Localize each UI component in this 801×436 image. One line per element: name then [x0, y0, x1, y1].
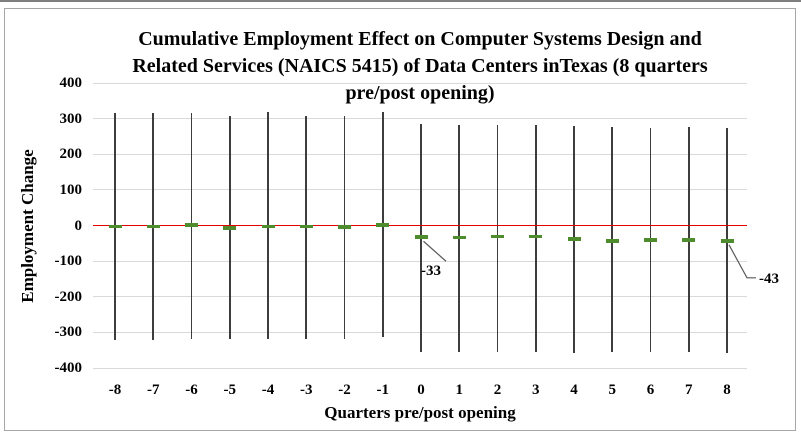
- chart-title-line-1: Cumulative Employment Effect on Computer…: [138, 28, 702, 50]
- y-tick-label: -300: [54, 324, 83, 341]
- zero-reference-line: [93, 224, 747, 227]
- data-point-marker: [605, 239, 619, 243]
- y-tick-label: 0: [74, 217, 83, 234]
- data-point-marker: [452, 235, 466, 240]
- x-tick-label: -3: [300, 382, 313, 398]
- gridline: [93, 189, 747, 191]
- top-edge-line: [0, 0, 801, 2]
- y-tick-label: -400: [54, 360, 83, 376]
- chart-title-line-3: pre/post opening): [345, 81, 495, 104]
- x-axis-title: Quarters pre/post opening: [324, 403, 516, 422]
- y-tick-label: 300: [59, 110, 83, 127]
- y-axis-title: Employment Change: [18, 149, 37, 303]
- gridline: [93, 331, 747, 333]
- data-point-marker: [682, 238, 696, 242]
- chart-frame: [4, 8, 796, 431]
- data-point-marker: [376, 223, 390, 227]
- x-tick-label: 8: [723, 382, 731, 398]
- x-tick-label: 3: [532, 382, 540, 398]
- y-tick-label: 100: [59, 181, 83, 198]
- data-point-marker: [146, 224, 160, 229]
- data-point-marker: [491, 234, 504, 239]
- data-point-marker: [720, 239, 734, 243]
- data-point-marker: [261, 224, 275, 229]
- y-tick-label: 200: [59, 146, 83, 163]
- x-tick-label: -8: [108, 382, 122, 398]
- annotation-label: -33: [421, 263, 441, 280]
- x-tick-label: 0: [417, 382, 425, 398]
- x-tick-label: 2: [493, 382, 502, 398]
- gridline: [93, 367, 747, 369]
- data-point-marker: [414, 235, 428, 240]
- gridline: [93, 296, 747, 298]
- data-point-marker: [644, 238, 657, 242]
- x-tick-label: -5: [223, 382, 237, 398]
- data-point-marker: [223, 226, 237, 230]
- data-point-marker: [108, 224, 122, 229]
- y-tick-label: 400: [59, 75, 83, 91]
- x-tick-label: 7: [685, 382, 693, 398]
- annotation-label: -43: [759, 270, 779, 287]
- x-tick-label: -7: [147, 382, 160, 398]
- gridline: [93, 260, 747, 262]
- chart-title-line-2: Related Services (NAICS 5415) of Data Ce…: [132, 54, 708, 77]
- x-tick-label: 4: [570, 382, 578, 398]
- data-point-marker: [529, 234, 543, 239]
- x-tick-label: 5: [608, 382, 617, 398]
- gridline: [93, 82, 747, 84]
- gridline: [93, 118, 747, 120]
- x-tick-label: 1: [455, 382, 464, 398]
- data-point-marker: [299, 224, 313, 229]
- gridline: [93, 153, 747, 155]
- x-tick-label: -1: [376, 382, 390, 398]
- y-tick-label: -100: [54, 253, 83, 270]
- x-tick-label: -4: [261, 382, 275, 398]
- chart-title: Cumulative Employment Effect on Computer…: [95, 26, 745, 106]
- x-tick-label: 6: [646, 382, 655, 398]
- x-tick-label: -2: [338, 382, 351, 398]
- data-point-marker: [567, 237, 581, 241]
- x-tick-label: -6: [185, 382, 198, 398]
- data-point-marker: [338, 225, 351, 229]
- y-tick-label: -200: [54, 288, 83, 305]
- leader-line: [423, 240, 447, 262]
- data-point-marker: [185, 222, 198, 227]
